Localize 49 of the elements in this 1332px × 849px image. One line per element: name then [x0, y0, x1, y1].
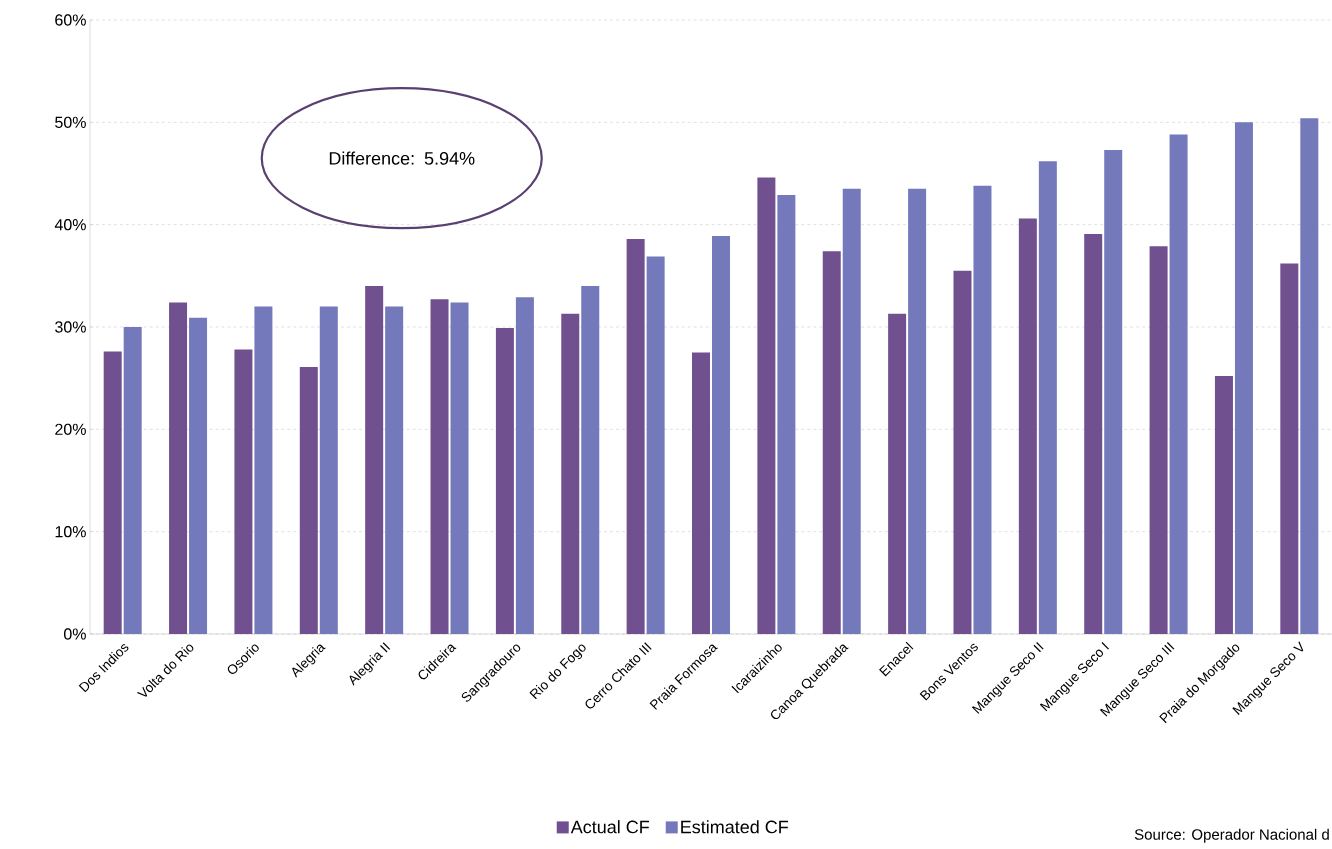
bar [1214, 376, 1233, 634]
y-tick-label: 50% [55, 116, 86, 128]
bar [319, 306, 338, 634]
bar [103, 351, 122, 634]
bar [1234, 122, 1253, 634]
bar [888, 313, 907, 634]
bar [908, 188, 927, 634]
bar [123, 327, 142, 634]
bar [712, 235, 730, 634]
bar [953, 270, 972, 634]
y-tick-label: 30% [55, 321, 86, 333]
bar [626, 238, 645, 634]
bar [430, 299, 449, 634]
bar [450, 302, 469, 634]
bar [822, 251, 841, 634]
bar [1300, 118, 1319, 634]
bar [254, 306, 273, 634]
y-tick-label: 20% [55, 423, 86, 435]
bar [757, 177, 776, 634]
y-tick-label: 10% [55, 526, 86, 538]
bar [1084, 233, 1103, 634]
annotation: Difference: 5.94% [329, 151, 475, 165]
bar [385, 306, 404, 634]
y-tick-label: 60% [55, 14, 86, 26]
bar [1280, 263, 1299, 634]
bar [842, 188, 861, 634]
bar [1104, 149, 1123, 634]
bar [561, 313, 580, 634]
legend-label: Actual CF [570, 820, 650, 834]
source-note: Source: Operador Nacional d [1134, 828, 1329, 843]
bar [365, 286, 384, 634]
bar [234, 349, 253, 634]
bar [1169, 134, 1188, 634]
bar [299, 366, 318, 634]
bar [1018, 218, 1037, 634]
y-tick-label: 0% [63, 628, 86, 640]
bar [692, 352, 710, 634]
bar [515, 297, 534, 634]
bar [495, 328, 514, 634]
y-tick-label: 40% [54, 219, 86, 231]
bar [189, 317, 208, 634]
bar [777, 194, 796, 634]
legend-label: Estimated CF [681, 820, 789, 834]
bar [1038, 161, 1057, 634]
bar [169, 302, 188, 634]
bar [581, 286, 600, 634]
bar [1149, 246, 1168, 634]
bar [646, 256, 665, 634]
bar [973, 185, 992, 634]
